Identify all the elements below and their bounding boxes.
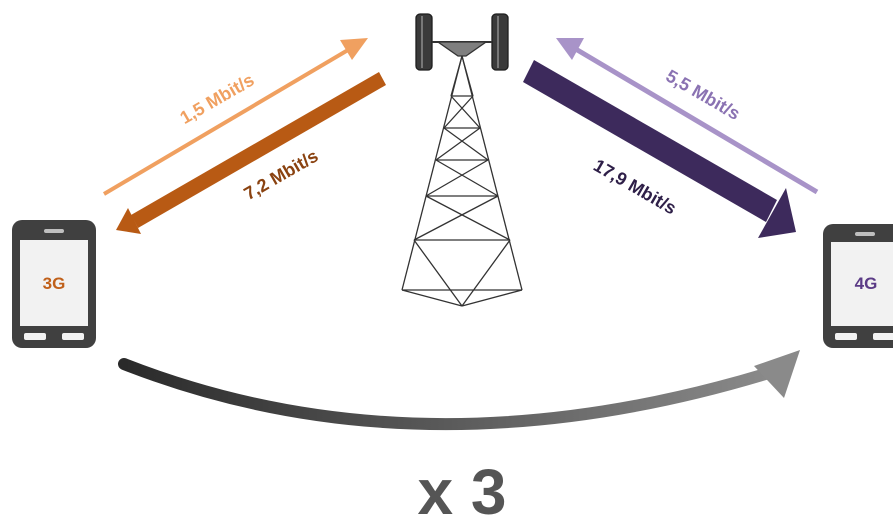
4g-upload-speed: 5,5 Mbit/s	[662, 66, 743, 124]
phone-4g-label: 4G	[855, 274, 878, 293]
phone-4g-icon: 4G	[823, 224, 893, 348]
4g-download-arrow	[523, 60, 796, 238]
3g-upload-speed: 1,5 Mbit/s	[176, 70, 257, 128]
speed-multiplier: x 3	[418, 456, 507, 522]
improvement-curve-arrow	[118, 350, 800, 430]
4g-download-speed: 17,9 Mbit/s	[590, 155, 680, 218]
3g-download-arrow	[116, 72, 386, 234]
cell-tower-icon	[401, 13, 523, 307]
phone-3g-icon: 3G	[12, 220, 96, 348]
3g-upload-arrow	[102, 38, 368, 196]
4g-upload-arrow	[556, 38, 819, 195]
phone-3g-label: 3G	[43, 274, 66, 293]
